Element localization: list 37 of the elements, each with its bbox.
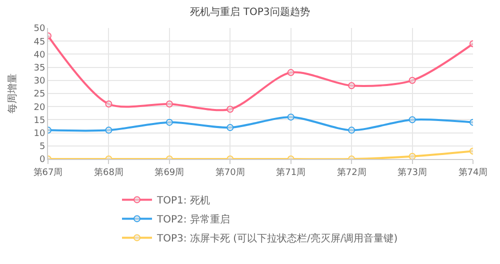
point [287, 114, 294, 121]
point [166, 118, 173, 126]
point [287, 69, 294, 76]
y-tick-label: 5 [39, 142, 46, 152]
chart-title: 死机与重启 TOP3问题趋势 [190, 6, 310, 18]
legend-label: TOP3: 冻屏卡死 (可以下拉状态栏/亮灭屏/调用音量键) [156, 232, 398, 245]
x-tick-label: 第71周 [276, 166, 306, 178]
x-tick-label: 第68周 [94, 166, 124, 178]
y-tick-label: 15 [34, 116, 46, 126]
x-tick-label: 第69周 [154, 166, 184, 178]
x-tick-label: 第67周 [33, 166, 63, 178]
y-tick-label: 20 [34, 102, 46, 113]
point [226, 124, 234, 132]
point [226, 106, 234, 113]
y-axis-title: 每周增量 [6, 74, 19, 114]
y-tick-label: 25 [34, 90, 46, 100]
y-tick-label: 35 [34, 63, 46, 74]
point [408, 152, 416, 159]
point [105, 126, 112, 134]
point [408, 116, 416, 124]
y-tick-label: 30 [34, 76, 46, 87]
x-tick-label: 第70周 [215, 166, 245, 178]
point [166, 100, 173, 108]
point [105, 100, 112, 108]
x-tick-label: 第74周 [458, 166, 488, 178]
y-tick-label: 10 [34, 128, 46, 139]
point [408, 76, 416, 84]
y-tick-label: 45 [34, 37, 46, 48]
y-tick-label: 50 [34, 24, 46, 34]
point [348, 82, 356, 90]
legend-label: TOP2: 异常重启 [156, 214, 230, 226]
x-tick-label: 第72周 [336, 166, 366, 178]
legend-label: TOP1: 死机 [156, 194, 210, 207]
point [348, 126, 356, 134]
y-tick-label: 0 [39, 155, 46, 166]
y-tick-label: 40 [34, 50, 46, 60]
x-tick-label: 第73周 [398, 166, 428, 178]
